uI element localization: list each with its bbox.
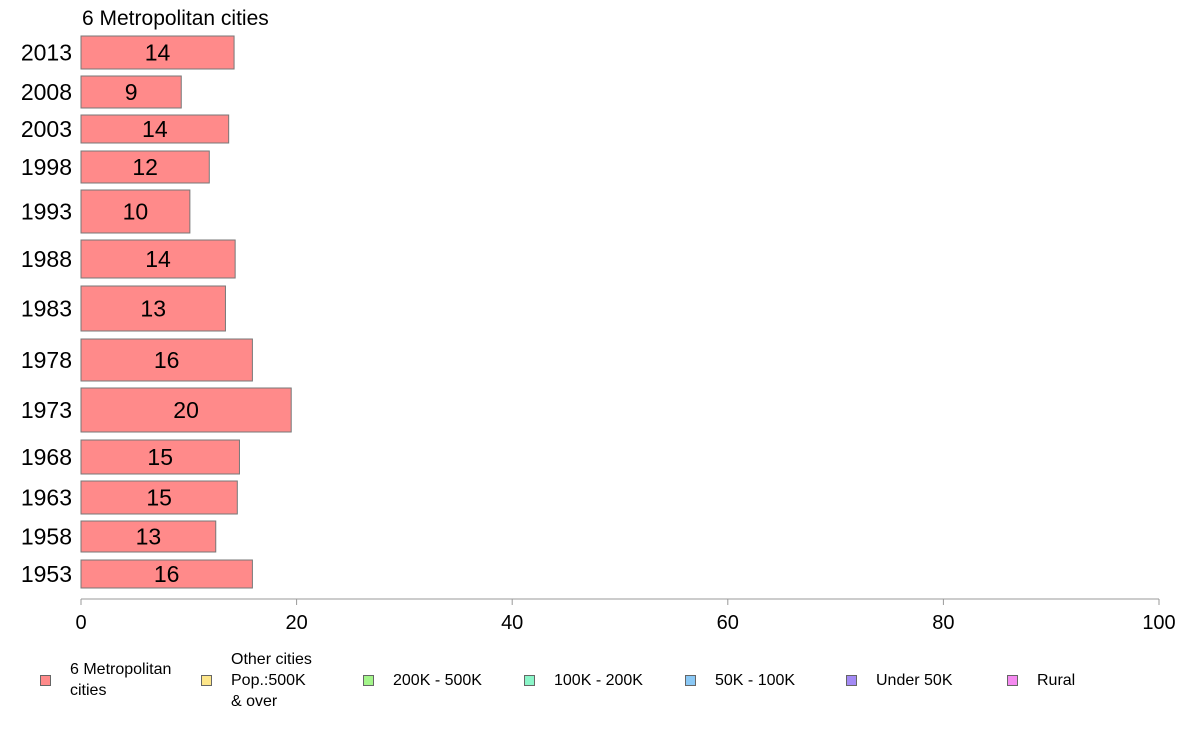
legend-label: 100K - 200K <box>554 671 643 689</box>
legend-swatch <box>1007 674 1018 686</box>
year-label-1988: 1988 <box>21 246 72 272</box>
legend-label: Other cities Pop.:500K & over <box>231 650 312 710</box>
bar-value-label-2008: 9 <box>125 79 138 105</box>
year-label-1973: 1973 <box>21 397 72 423</box>
chart-title: 6 Metropolitan cities <box>82 7 269 30</box>
legend-label: 200K - 500K <box>393 671 482 689</box>
legend-item-2: 200K - 500K <box>363 660 482 700</box>
year-label-1968: 1968 <box>21 444 72 470</box>
bar-value-label-2013: 14 <box>145 40 171 66</box>
legend-item-4: 50K - 100K <box>685 660 795 700</box>
bar-1988 <box>80 239 236 279</box>
year-label-1983: 1983 <box>21 296 72 322</box>
x-tick-label-40: 40 <box>501 612 523 634</box>
legend-label: Rural <box>1037 671 1076 689</box>
legend-item-6: Rural <box>1007 660 1075 700</box>
bar-1993 <box>80 189 191 234</box>
legend-item-1: Other cities Pop.:500K & over <box>201 651 312 710</box>
bar-value-label-1978: 16 <box>154 347 180 373</box>
bar-value-label-1973: 20 <box>173 397 199 423</box>
year-label-1958: 1958 <box>21 524 72 550</box>
legend-label: 50K - 100K <box>715 671 796 689</box>
legend-swatch <box>201 674 212 686</box>
bar-value-label-1988: 14 <box>145 246 171 272</box>
x-tick-label-60: 60 <box>717 612 739 634</box>
year-label-1953: 1953 <box>21 561 72 587</box>
bar-value-label-1963: 15 <box>146 485 172 511</box>
x-tick-label-20: 20 <box>285 612 307 634</box>
x-axis: 0 20 40 60 80 100 <box>75 598 1176 634</box>
legend-label: Under 50K <box>876 671 953 689</box>
year-label-1978: 1978 <box>21 347 72 373</box>
legend-item-0: 6 Metropolitan cities <box>40 660 171 700</box>
bar-2008 <box>80 75 182 109</box>
bar-1953 <box>80 559 253 589</box>
bar-value-label-2003: 14 <box>142 116 168 142</box>
x-tick-label-100: 100 <box>1142 612 1175 634</box>
bar-value-label-1993: 10 <box>123 199 149 225</box>
bar-2013 <box>80 35 235 70</box>
year-label-2013: 2013 <box>21 40 72 66</box>
year-labels: 2013 2008 2003 1998 1993 1988 1983 1978 1973 1968… <box>21 40 72 588</box>
year-label-2003: 2003 <box>21 116 72 142</box>
legend-swatch <box>363 674 374 686</box>
legend-item-3: 100K - 200K <box>524 660 643 700</box>
bar-1983 <box>80 285 226 332</box>
bar-value-label-1958: 13 <box>136 524 162 550</box>
legend-swatch <box>846 674 857 686</box>
bar-1973 <box>80 387 292 433</box>
x-tick-label-80: 80 <box>932 612 954 634</box>
year-label-1963: 1963 <box>21 485 72 511</box>
bar-2003 <box>80 114 230 144</box>
bar-value-label-1998: 12 <box>132 154 158 180</box>
legend-swatch <box>40 674 51 686</box>
legend-swatch <box>685 674 696 686</box>
year-label-1998: 1998 <box>21 154 72 180</box>
legend: 6 Metropolitan cities Other cities Pop.:5… <box>0 640 1188 730</box>
bar-value-label-1953: 16 <box>154 561 180 587</box>
legend-item-5: Under 50K <box>846 660 953 700</box>
bar-1968 <box>80 439 240 475</box>
bar-value-label-1983: 13 <box>140 296 166 322</box>
legend-swatch <box>524 674 535 686</box>
bar-1978 <box>80 338 253 382</box>
bar-1963 <box>80 480 238 515</box>
bar-value-label-1968: 15 <box>147 444 173 470</box>
bar-1958 <box>80 520 217 553</box>
x-tick-label-0: 0 <box>75 612 86 634</box>
year-label-2008: 2008 <box>21 79 72 105</box>
bar-1998 <box>80 150 210 184</box>
legend-label: 6 Metropolitan cities <box>70 661 172 699</box>
year-label-1993: 1993 <box>21 199 72 225</box>
